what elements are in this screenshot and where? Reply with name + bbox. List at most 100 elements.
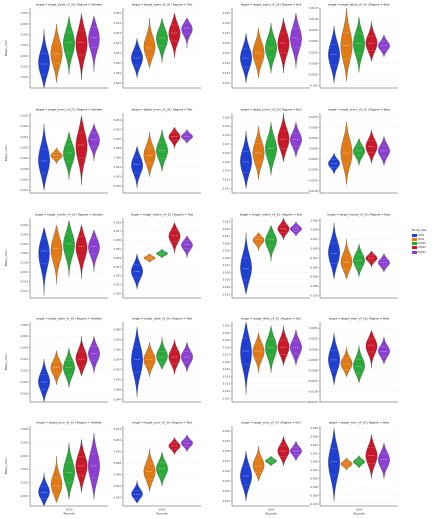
violin — [328, 222, 340, 280]
x-tick-label: 1000 — [66, 508, 73, 512]
legend-item: 25000 — [412, 246, 436, 250]
y-tick-label: 0.018 — [21, 167, 29, 171]
y-tick-label: 0.022 — [21, 146, 29, 150]
y-tick-label: 0.044 — [114, 165, 122, 169]
violin — [290, 12, 302, 69]
panel-title: target = target_charlie_v4_20 | Regime =… — [240, 213, 302, 217]
y-tick-label: 0.014 — [223, 169, 231, 173]
y-tick-label: 0.0100 — [309, 17, 318, 21]
y-tick-label: -0.0075 — [308, 379, 318, 383]
panel-title: target = target_alpha_v4_20 | Regime = V… — [36, 3, 102, 7]
y-tick-label: 0.026 — [21, 124, 29, 128]
y-tick-label: 0.055 — [114, 247, 122, 251]
y-tick-label: -0.006 — [310, 275, 319, 279]
panel-title: target = target_bravo_v4_20 | Regime = B… — [328, 108, 391, 112]
y-tick-label: 0.040 — [114, 184, 122, 188]
y-axis-label: Mean_Corr — [4, 249, 8, 266]
violin — [365, 250, 378, 268]
y-tick-label: 0.000 — [311, 246, 319, 250]
y-tick-label: 0.026 — [21, 33, 29, 37]
violin — [156, 336, 168, 370]
legend-label: 2500 — [418, 233, 425, 237]
y-tick-label: 0.013 — [223, 292, 231, 296]
y-tick-label: 0.017 — [223, 263, 231, 267]
panel-title: target = target_delta_v4_20 | Regime = N… — [241, 317, 301, 321]
y-axis-label: Mean_Corr — [4, 353, 8, 370]
y-tick-label: 0.024 — [21, 346, 29, 350]
y-axis-label: Mean_Corr — [4, 144, 8, 161]
violin — [63, 220, 75, 277]
violin — [340, 347, 353, 378]
y-tick-label: 0.021 — [223, 324, 231, 328]
y-tick-label: 0.019 — [223, 249, 231, 253]
y-tick-label: 0.057 — [114, 229, 122, 233]
y-tick-label: 0.016 — [223, 41, 231, 45]
y-tick-label: 0.018 — [21, 261, 29, 265]
y-tick-label: 0.048 — [114, 146, 122, 150]
y-tick-label: 0.0125 — [309, 6, 318, 10]
y-tick-label: 0.054 — [114, 427, 122, 431]
violin — [378, 336, 390, 365]
y-tick-label: 0.052 — [114, 41, 122, 45]
y-tick-label: 0.016 — [223, 270, 231, 274]
x-tick-label: 1000 — [268, 508, 275, 512]
y-tick-label: 0.026 — [21, 441, 29, 445]
violin — [63, 15, 75, 75]
legend-label: 25000 — [418, 246, 426, 250]
violin — [38, 29, 50, 89]
y-tick-label: 0.046 — [114, 156, 122, 160]
y-tick-label: 0.022 — [21, 467, 29, 471]
panel-title: target = target_alpha_v4_20 | Regime = T… — [132, 3, 193, 7]
y-tick-label: 0.017 — [223, 31, 231, 35]
violin — [38, 226, 50, 296]
y-tick-label: 0.058 — [114, 337, 122, 341]
y-tick-label: 0.022 — [21, 357, 29, 361]
violin — [143, 448, 156, 492]
y-tick-label: -0.010 — [310, 294, 319, 298]
y-tick-label: 0.020 — [223, 115, 231, 119]
violin — [75, 13, 88, 81]
y-tick-label: 0.0025 — [309, 337, 318, 341]
violin — [63, 131, 75, 180]
y-tick-label: -0.006 — [310, 485, 319, 489]
violin — [240, 130, 252, 189]
y-tick-label: 0.024 — [21, 135, 29, 139]
y-tick-label: 0.024 — [21, 454, 29, 458]
legend-label: 50000 — [418, 250, 426, 254]
y-tick-label: 0.042 — [114, 495, 122, 499]
violin — [353, 345, 365, 384]
y-tick-label: -0.0025 — [308, 358, 318, 362]
y-tick-label: -0.0100 — [308, 389, 318, 393]
y-tick-label: 0.051 — [114, 51, 122, 55]
y-tick-label: 0.004 — [311, 228, 319, 232]
y-tick-label: 0.021 — [223, 234, 231, 238]
violin — [168, 222, 181, 254]
violin — [38, 359, 50, 403]
y-tick-label: 0.024 — [21, 43, 29, 47]
y-tick-label: 0.022 — [21, 242, 29, 246]
x-axis-label: Rounds — [156, 512, 167, 516]
y-tick-label: 0.019 — [223, 124, 231, 128]
legend-item: 5000 — [412, 237, 436, 241]
y-tick-label: 0.019 — [223, 439, 231, 443]
y-tick-label: 0.019 — [223, 11, 231, 15]
violin — [88, 15, 100, 73]
y-tick-label: 0.023 — [223, 220, 231, 224]
y-tick-label: 0.0000 — [309, 61, 318, 65]
violin — [75, 115, 88, 186]
y-tick-label: 0.0050 — [309, 126, 318, 130]
violin — [50, 225, 63, 284]
y-tick-label: 0.050 — [114, 61, 122, 65]
x-tick-label: 1000 — [159, 508, 166, 512]
y-tick-label: 0.044 — [114, 484, 122, 488]
y-tick-label: 0.020 — [21, 368, 29, 372]
y-tick-label: 0.054 — [114, 357, 122, 361]
violin — [252, 445, 265, 482]
panel-title: target = target_echo_v4_20 | Regime = Nu… — [241, 421, 301, 425]
panel-title: target = target_echo_v4_20 | Regime = Be… — [329, 421, 390, 425]
panel-title: target = target_echo_v4_20 | Regime = Te… — [132, 421, 192, 425]
y-tick-label: 0.015 — [223, 479, 231, 483]
y-axis-label: Mean_Corr — [4, 39, 8, 56]
y-tick-label: 0.050 — [114, 377, 122, 381]
